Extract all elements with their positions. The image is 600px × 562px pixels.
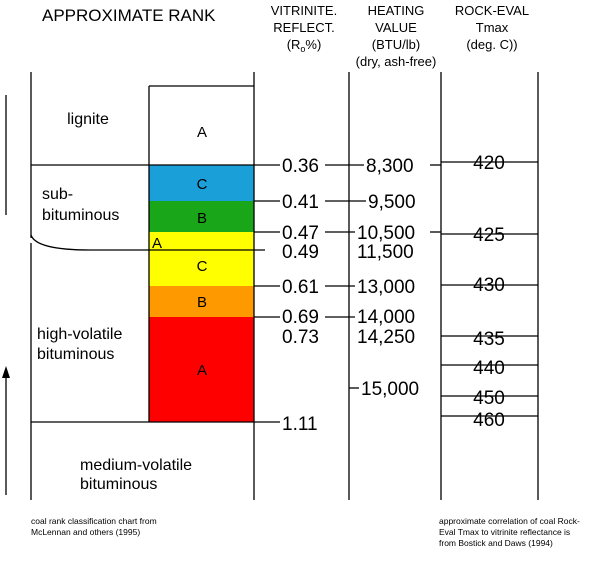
rank-mvb-1: medium-volatile — [80, 457, 192, 474]
ro-0-36: 0.36 — [282, 156, 319, 177]
note-left-1: coal rank classification chart from — [31, 516, 157, 526]
subgroup-label-a-lignite: A — [197, 124, 207, 141]
header-vitrinite-2: REFLECT. — [273, 20, 334, 35]
rank-hvb-1: high-volatile — [37, 326, 122, 343]
band-a-hvb — [149, 317, 254, 422]
ro-0-47: 0.47 — [282, 223, 319, 244]
header-heating-1: HEATING — [368, 3, 425, 18]
band-c-hvb — [149, 252, 254, 286]
btu-14250: 14,250 — [357, 327, 415, 348]
tmax-450: 450 — [473, 388, 505, 409]
header-rank: APPROXIMATE RANK — [42, 6, 216, 25]
header-heating-2: VALUE — [375, 20, 417, 35]
header-rockeval-1: ROCK-EVAL — [455, 3, 529, 18]
subgroup-label-b-sub: B — [197, 210, 207, 227]
ro-0-49: 0.49 — [282, 242, 319, 263]
header-rockeval-2: Tmax — [476, 20, 509, 35]
band-a-lignite — [149, 86, 254, 165]
subgroup-label-a-sub: A — [152, 235, 162, 252]
header-vitrinite-unit: (Ro%) — [287, 37, 322, 54]
ro-0-73: 0.73 — [282, 327, 319, 348]
note-right-3: from Bostick and Daws (1994) — [439, 538, 553, 548]
header-vitrinite-1: VITRINITE. — [271, 3, 337, 18]
btu-11500: 11,500 — [357, 242, 414, 263]
unit-close: %) — [305, 37, 321, 52]
subgroup-label-c-sub: C — [197, 176, 208, 193]
band-a-sub — [149, 232, 254, 252]
ro-0-41: 0.41 — [282, 192, 319, 213]
boundary-sub-hvb-curve — [30, 234, 265, 251]
subgroup-label-b-hvb: B — [197, 294, 207, 311]
note-right-1: approximate correlation of coal Rock- — [439, 516, 580, 526]
header-heating-3: (BTU/lb) — [372, 37, 420, 52]
band-b-sub — [149, 201, 254, 232]
ro-0-69: 0.69 — [282, 307, 319, 328]
ro-1-11: 1.11 — [282, 414, 318, 435]
unit-open: (R — [287, 37, 301, 52]
rank-hvb-2: bituminous — [37, 346, 114, 363]
tmax-425: 425 — [473, 225, 505, 246]
rank-sub-1: sub- — [42, 186, 73, 203]
rank-lignite: lignite — [67, 111, 109, 128]
band-b-hvb — [149, 286, 254, 317]
tmax-420: 420 — [473, 153, 505, 174]
rank-mvb-2: bituminous — [80, 476, 157, 493]
band-c-sub — [149, 165, 254, 201]
btu-15000: 15,000 — [361, 379, 419, 400]
btu-8300: 8,300 — [366, 156, 414, 177]
note-right-2: Eval Tmax to vitrinite reflectance is — [439, 527, 570, 537]
rank-sub-2: bituminous — [42, 207, 119, 224]
unit-sub: o — [300, 44, 305, 54]
tmax-430: 430 — [473, 275, 505, 296]
btu-14000: 14,000 — [357, 307, 415, 328]
increasing-rank-arrow-icon — [2, 366, 10, 378]
ro-0-61: 0.61 — [282, 277, 319, 298]
header-heating-4: (dry, ash-free) — [356, 54, 437, 69]
tmax-440: 440 — [473, 358, 505, 379]
btu-10500: 10,500 — [357, 223, 415, 244]
tmax-460: 460 — [473, 410, 505, 431]
tmax-435: 435 — [473, 329, 505, 350]
note-left-2: McLennan and others (1995) — [31, 527, 140, 537]
subgroup-label-c-hvb: C — [197, 258, 208, 275]
btu-13000: 13,000 — [357, 277, 415, 298]
header-rockeval-3: (deg. C)) — [466, 37, 517, 52]
chart-lines — [2, 72, 539, 500]
btu-9500: 9,500 — [368, 192, 416, 213]
subgroup-label-a-hvb: A — [197, 362, 207, 379]
